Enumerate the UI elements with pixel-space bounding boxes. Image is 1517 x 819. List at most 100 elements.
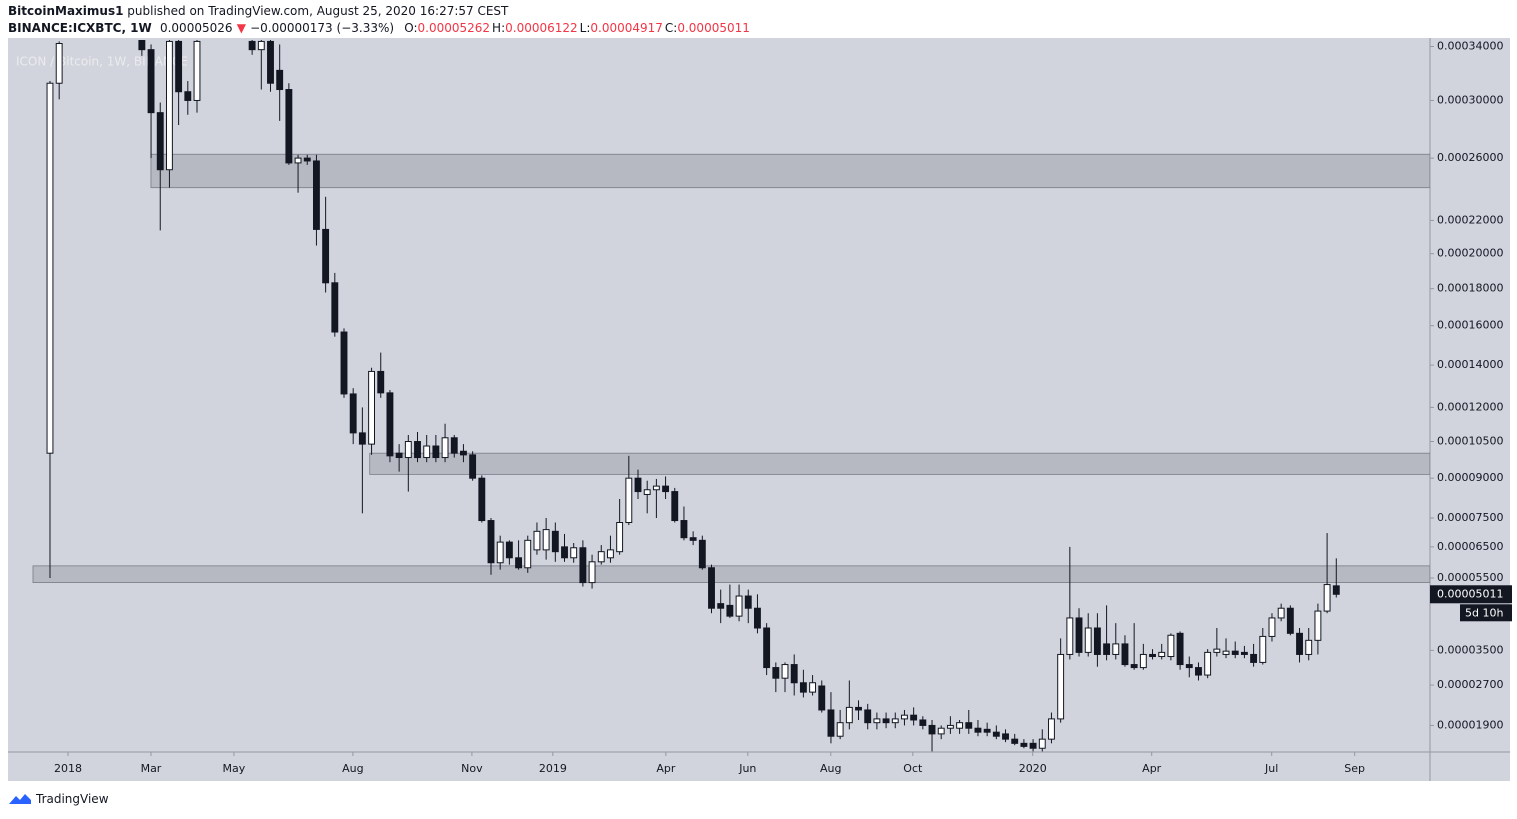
candle-body (1149, 653, 1156, 658)
y-tick-label: 0.00018000 (1437, 282, 1503, 295)
x-tick-label: 2019 (539, 762, 567, 775)
candle-body (790, 664, 798, 684)
x-tick-label: Jul (1264, 762, 1278, 775)
y-tick-label: 0.00007500 (1437, 511, 1503, 524)
candle-body (781, 664, 789, 679)
candle-body (165, 40, 173, 171)
candle-body (708, 567, 715, 609)
ohlc-value: 0.00005262 (417, 21, 491, 35)
candle-body (1029, 742, 1037, 749)
arrow: ▼ (236, 21, 246, 35)
y-tick-label: 0.00010500 (1437, 435, 1503, 448)
y-tick-label: 0.00022000 (1437, 213, 1503, 226)
candle-body (937, 727, 945, 735)
x-tick-label: 2020 (1019, 762, 1047, 775)
candle-body (1185, 664, 1193, 669)
candle-body (1231, 650, 1239, 655)
footer: TradingView (8, 791, 109, 807)
candle-body (1158, 651, 1166, 658)
candle-body (1038, 738, 1046, 749)
candle-body (827, 709, 835, 737)
candle-body (836, 722, 844, 737)
y-tick-label: 0.00030000 (1437, 93, 1503, 106)
candle-body (726, 604, 734, 617)
candle-body (248, 40, 256, 51)
candle-body (46, 82, 54, 454)
zone (369, 452, 1430, 475)
candle-body (799, 682, 807, 693)
candle-body (1066, 617, 1074, 655)
candle-body (524, 539, 532, 569)
candle-body (1195, 667, 1202, 676)
x-tick-label: May (223, 762, 246, 775)
candle-body (450, 437, 458, 454)
candle-body (460, 450, 467, 456)
candle-body (1057, 653, 1065, 720)
x-tick-label: Aug (342, 762, 363, 775)
candle-body (368, 370, 376, 445)
candle-body (680, 520, 688, 539)
header: BitcoinMaximus1 published on TradingView… (8, 3, 750, 37)
candle-body (974, 727, 982, 733)
candle-body (616, 522, 624, 553)
x-tick-label: Jun (738, 762, 756, 775)
zone (32, 565, 1430, 583)
candle-body (257, 40, 265, 51)
candle-body (809, 682, 817, 693)
candle-body (1286, 607, 1294, 634)
ohlc-key: C: (664, 21, 678, 35)
candle-body (1112, 643, 1120, 655)
candle-body (1139, 653, 1147, 669)
y-tick-label: 0.00002700 (1437, 678, 1503, 691)
candle-body (1323, 584, 1331, 612)
x-tick-label: Nov (461, 762, 483, 775)
candle-body (845, 706, 853, 724)
candle-body (496, 541, 504, 564)
candle-body (901, 714, 908, 720)
candle-body (1020, 742, 1028, 747)
candle-body (386, 392, 394, 457)
last-price-box (1430, 585, 1512, 604)
candle-body (882, 718, 890, 724)
last-price-label: 0.00005011 (1437, 587, 1503, 600)
candle-body (864, 709, 872, 724)
x-tick-label: Aug (820, 762, 841, 775)
candle-body (533, 530, 541, 551)
candle-body (597, 551, 605, 563)
candle-body (946, 724, 954, 729)
candle-body (1048, 718, 1055, 740)
ohlc-value: 0.00006122 (505, 21, 578, 35)
zones (32, 153, 1430, 583)
candle-body (570, 547, 578, 559)
candle-body (652, 485, 660, 491)
candle-body (1093, 627, 1101, 655)
y-tick-label: 0.00005500 (1437, 571, 1503, 584)
candle-body (689, 537, 697, 541)
candle-body (1240, 651, 1248, 655)
candle-body (588, 561, 596, 584)
candle-body (910, 714, 918, 721)
candle-body (322, 228, 330, 284)
candle-body (175, 40, 183, 93)
candle-body (1259, 635, 1267, 663)
last: 0.00005026 (159, 21, 233, 35)
candle-body (156, 112, 164, 171)
candle-body (358, 432, 366, 445)
published: published on TradingView.com, August 25,… (127, 4, 509, 18)
candle-body (671, 491, 679, 522)
x-tick-label: Apr (656, 762, 676, 775)
candle-body (1314, 610, 1322, 641)
candle-body (138, 40, 146, 51)
y-tick-label: 0.00001900 (1437, 718, 1503, 731)
candle-body (1213, 648, 1221, 653)
candle-body (1296, 632, 1303, 655)
candle-body (1222, 650, 1230, 655)
candle-body (267, 40, 274, 84)
candle-body (1103, 643, 1111, 655)
candle-body (579, 547, 587, 584)
candle-body (414, 441, 421, 459)
candle-body (965, 722, 973, 729)
candle-body (891, 718, 899, 724)
brand: TradingView (36, 792, 109, 806)
symbol-line: BINANCE:ICXBTC, 1W 0.00005026 ▼ −0.00000… (8, 20, 750, 37)
